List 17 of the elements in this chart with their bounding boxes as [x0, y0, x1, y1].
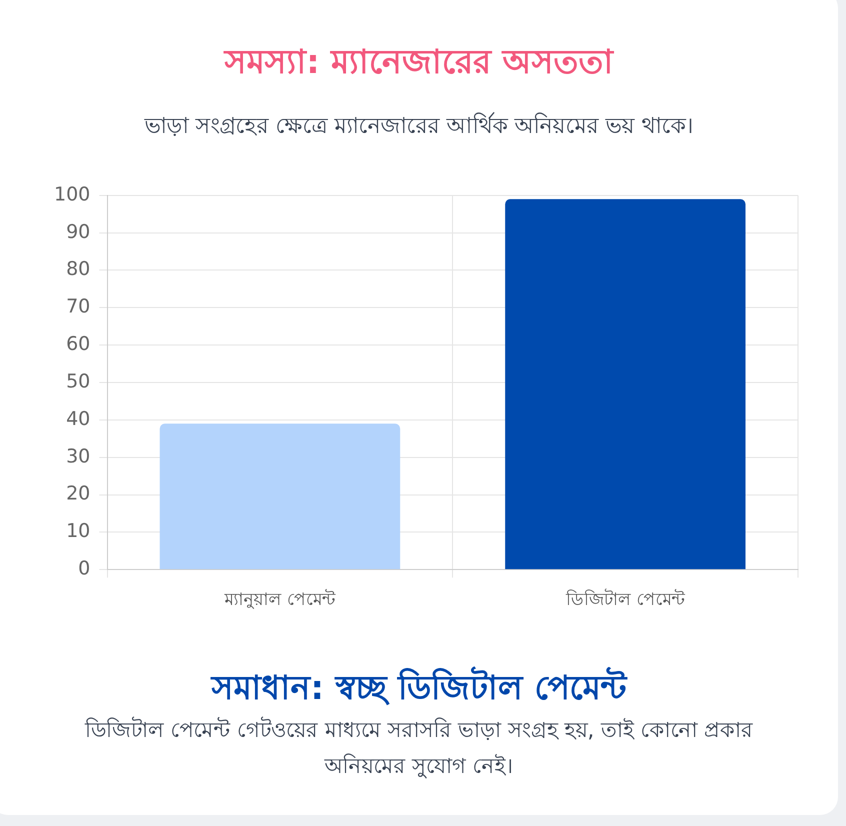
y-tick-label: 60: [66, 333, 90, 356]
y-tick-label: 90: [66, 220, 90, 243]
y-tick-label: 70: [66, 296, 90, 318]
y-tick-label: 30: [66, 445, 90, 468]
x-tick-label: ম্যানুয়াল পেমেন্ট: [224, 589, 336, 610]
text: ডিজিটাল পেমেন্ট গেটওয়ের মাধ্যমে সরাসরি ভাড়া সংগ্রহ হয়, তাই কোনো প্রকার অনিয়মের সুযোগ নেই।: [84, 716, 754, 780]
chart-subtitle: ভাড়া সংগ্রহের ক্ষেত্রে ম্যানেজারের আর্থিক অনিয়মের ভয় থাকে।: [143, 111, 694, 141]
y-tick-label: 40: [66, 408, 90, 430]
chart-title: সমস্যা: ম্যানেজারের অসততা: [222, 41, 615, 83]
x-tick-label: ডিজিটাল পেমেন্ট: [565, 589, 686, 610]
y-tick-label: 20: [66, 482, 90, 505]
text: সমাধান: স্বচ্ছ ডিজিটাল পেমেন্ট: [210, 666, 628, 709]
y-tick-label: 50: [66, 370, 90, 392]
y-tick-label: 100: [54, 183, 90, 206]
y-tick-label: 0: [78, 558, 90, 580]
y-tick-label: 80: [66, 258, 90, 280]
y-tick-label: 10: [66, 520, 90, 542]
